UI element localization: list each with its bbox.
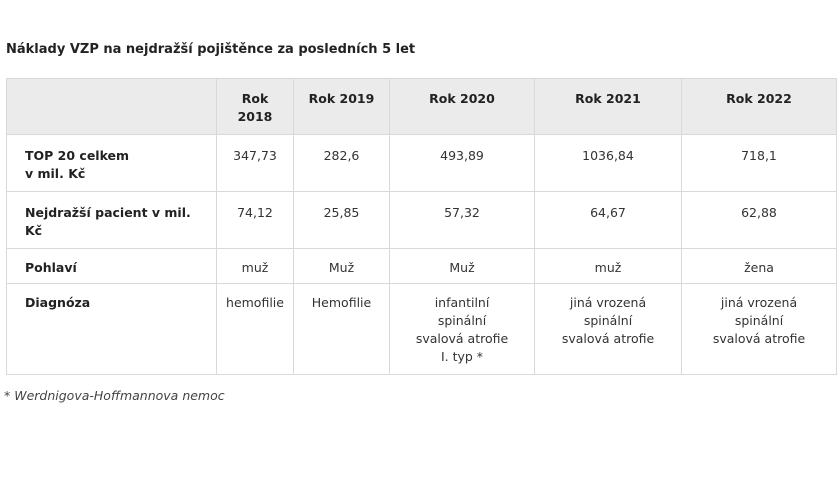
table-row: Nejdražší pacient v mil. Kč 74,12 25,85 … [6,191,837,249]
table-cell: 64,67 [534,191,682,249]
corner-header [6,78,217,135]
table-cell: jiná vrozená spinální svalová atrofie [681,283,837,375]
table-title: Náklady VZP na nejdražší pojištěnce za p… [6,42,416,57]
table-cell: 493,89 [389,134,535,192]
table-row: TOP 20 celkem v mil. Kč 347,73 282,6 493… [6,134,837,192]
table-cell: hemofilie [216,283,294,375]
table-cell: 25,85 [293,191,390,249]
footnote: * Werdnigova-Hoffmannova nemoc [4,388,225,403]
table-cell: Hemofilie [293,283,390,375]
table-cell: Muž [293,248,390,284]
table-cell: 282,6 [293,134,390,192]
table-row: Pohlaví muž Muž Muž muž žena [6,248,837,284]
column-header-2018: Rok 2018 [216,78,294,135]
header-row: Rok 2018 Rok 2019 Rok 2020 Rok 2021 Rok … [6,78,837,135]
table-cell: infantilní spinální svalová atrofie I. t… [389,283,535,375]
column-header-2022: Rok 2022 [681,78,837,135]
table-cell: 347,73 [216,134,294,192]
table-cell: 74,12 [216,191,294,249]
table-row: Diagnóza hemofilie Hemofilie infantilní … [6,283,837,375]
table-cell: 57,32 [389,191,535,249]
table-cell: Muž [389,248,535,284]
row-label-sex: Pohlaví [6,248,217,284]
row-label-diagnosis: Diagnóza [6,283,217,375]
row-label-most-expensive-patient: Nejdražší pacient v mil. Kč [6,191,217,249]
row-label-top20: TOP 20 celkem v mil. Kč [6,134,217,192]
cost-table: Rok 2018 Rok 2019 Rok 2020 Rok 2021 Rok … [6,78,837,375]
table-cell: žena [681,248,837,284]
table-cell: 1036,84 [534,134,682,192]
column-header-2019: Rok 2019 [293,78,390,135]
table-cell: jiná vrozená spinální svalová atrofie [534,283,682,375]
column-header-2020: Rok 2020 [389,78,535,135]
table-cell: 718,1 [681,134,837,192]
column-header-2021: Rok 2021 [534,78,682,135]
table-cell: muž [534,248,682,284]
table-cell: 62,88 [681,191,837,249]
table-cell: muž [216,248,294,284]
